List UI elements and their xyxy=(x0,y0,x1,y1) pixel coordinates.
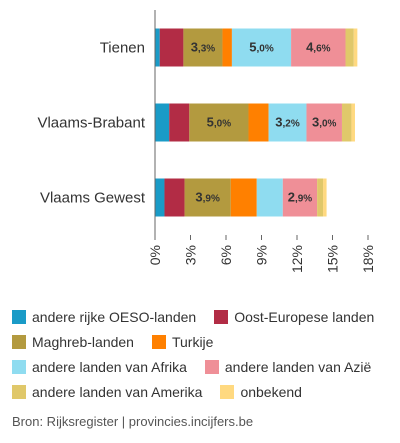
legend-item[interactable]: onbekend xyxy=(220,383,302,400)
legend-label: andere landen van Amerika xyxy=(32,383,203,400)
legend-item[interactable]: andere landen van Amerika xyxy=(12,383,202,400)
y-tick-label: Vlaams Gewest xyxy=(40,190,146,207)
legend-swatch xyxy=(12,359,26,374)
source: Bron: Rijksregister | provincies.incijfe… xyxy=(12,414,254,429)
legend-label: Oost-Europese landen xyxy=(234,308,375,325)
legend-swatch xyxy=(12,309,26,324)
legend-item[interactable]: andere landen van Azië xyxy=(204,358,372,375)
data-label: 3,2% xyxy=(275,115,300,130)
bar-segment xyxy=(268,103,307,142)
bar-segment xyxy=(345,28,354,67)
bar-segment xyxy=(155,103,170,142)
bar-segment xyxy=(306,103,342,142)
x-tick-label: 6% xyxy=(218,245,234,265)
bar-segment xyxy=(323,178,327,217)
bar-segment xyxy=(183,28,223,67)
legend-label: andere landen van Afrika xyxy=(32,358,187,375)
bar-segment xyxy=(351,103,355,142)
bar-segment xyxy=(155,178,165,217)
bar-segment xyxy=(159,28,184,67)
bar-segment xyxy=(282,178,318,217)
bar-segment xyxy=(169,103,190,142)
data-label: 2,9% xyxy=(288,190,313,205)
legend-item[interactable]: andere rijke OESO-landen xyxy=(12,308,196,325)
legend-item[interactable]: Maghreb-landen xyxy=(12,333,134,350)
x-tick-label: 18% xyxy=(360,245,376,273)
legend-item[interactable]: Oost-Europese landen xyxy=(214,308,374,325)
legend-item[interactable]: andere landen van Afrika xyxy=(12,358,187,375)
bar-segment xyxy=(230,178,257,217)
x-tick-label: 0% xyxy=(147,245,163,265)
legend-swatch xyxy=(214,309,229,324)
x-tick-label: 9% xyxy=(254,245,270,265)
y-tick-label: Vlaams-Brabant xyxy=(37,115,145,132)
bar-segment xyxy=(184,178,231,217)
bar-segment xyxy=(317,178,324,217)
legend-item[interactable]: Turkije xyxy=(151,333,214,350)
legend-label: andere rijke OESO-landen xyxy=(32,308,197,325)
bar-segment xyxy=(189,103,249,142)
bar-segment xyxy=(231,28,292,67)
bar-segment xyxy=(256,178,283,217)
y-tick-label: Tienen xyxy=(100,40,145,57)
legend-label: Maghreb-landen xyxy=(32,333,134,350)
data-label: 5,0% xyxy=(207,115,232,130)
legend: andere rijke OESO-landen Oost-Europese la… xyxy=(0,308,400,400)
legend-swatch xyxy=(12,384,26,399)
legend-label: onbekend xyxy=(240,383,302,400)
bar-segment xyxy=(164,178,185,217)
legend-label: andere landen van Azië xyxy=(224,358,372,375)
chart: 0% 3% 6% 9% 12% 15% 18% Tienen 3,3% 5,0% 4,6% Vlaam… xyxy=(37,10,376,273)
data-label: 5,0% xyxy=(249,40,274,55)
data-label: 4,6% xyxy=(306,40,331,55)
legend-swatch xyxy=(12,334,26,349)
data-label: 3,0% xyxy=(312,115,337,130)
bar-segment xyxy=(155,28,160,67)
bar-segment xyxy=(222,28,232,67)
bar-segment xyxy=(341,103,352,142)
legend-swatch xyxy=(151,334,166,349)
data-label: 3,9% xyxy=(195,190,220,205)
bar-segment xyxy=(248,103,269,142)
bar-segment xyxy=(291,28,346,67)
x-tick-label: 15% xyxy=(325,245,341,273)
x-tick-label: 12% xyxy=(289,245,305,273)
legend-label: Turkije xyxy=(171,333,214,350)
bar-segment xyxy=(353,28,358,67)
data-label: 3,3% xyxy=(191,40,216,55)
legend-swatch xyxy=(220,384,235,399)
x-tick-label: 3% xyxy=(183,245,199,265)
legend-swatch xyxy=(204,359,219,374)
